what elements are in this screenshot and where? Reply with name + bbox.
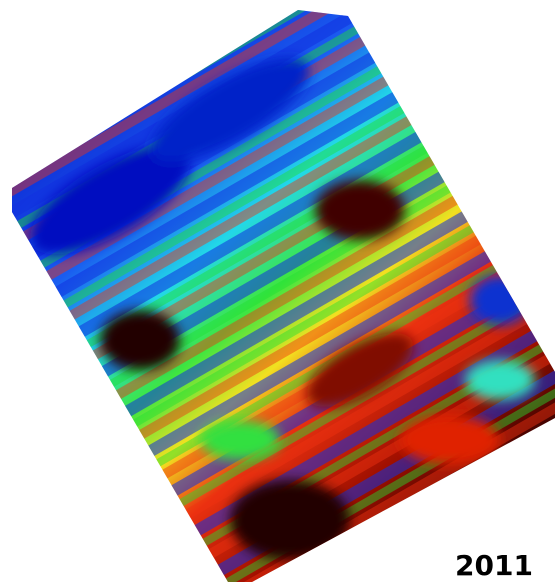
- year-label: 2011: [455, 549, 533, 582]
- raster-view: 2011: [0, 0, 555, 586]
- heatmap: [0, 0, 555, 586]
- page: {"label": "2011"}: [0, 0, 555, 586]
